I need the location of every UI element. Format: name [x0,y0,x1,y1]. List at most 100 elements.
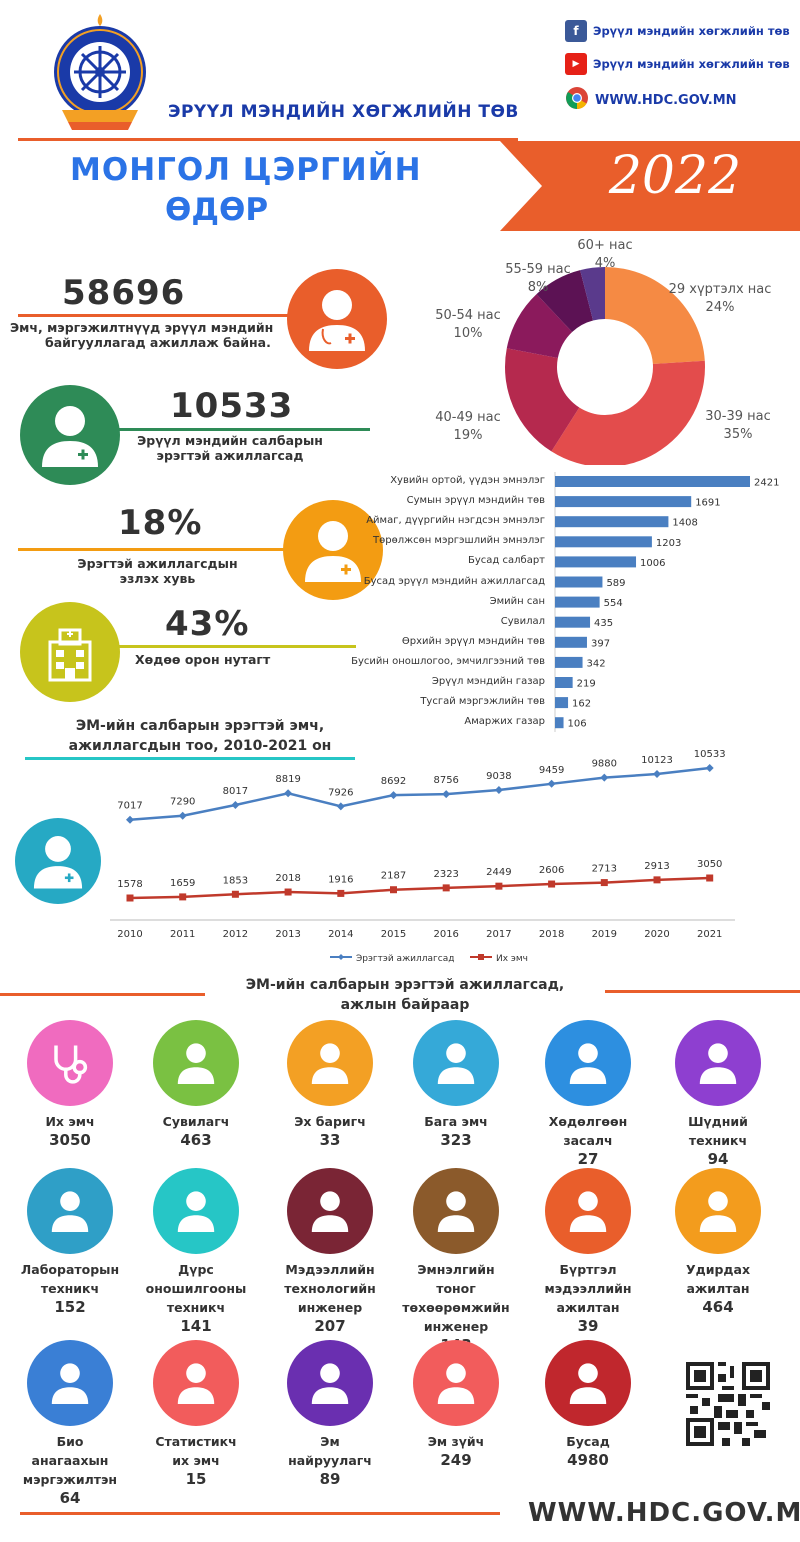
line-point [179,893,187,901]
x-tick-label: 2020 [644,929,669,940]
workplace-value: 207 [314,1317,346,1335]
bar [555,576,603,588]
line-value-label: 7926 [328,787,353,798]
line-point [442,884,450,892]
bar [555,496,692,508]
monitor-pulse-icon [413,1168,499,1254]
workplace-value: 464 [702,1298,734,1316]
donut-label: 30-39 нас [705,409,771,424]
page-title-line2: ӨДӨР [165,192,269,228]
donut-percent: 8% [528,280,549,295]
website-link[interactable]: WWW.HDC.GOV.MN [565,86,737,114]
workplace-label: Лабораторын техникч [20,1262,120,1296]
legend-marker [478,954,484,960]
footer-url[interactable]: WWW.HDC.GOV.MN [528,1498,800,1528]
bar-value-label: 554 [604,598,623,609]
workplace-label: Удирдах ажилтан [685,1262,751,1296]
bar-value-label: 589 [606,578,625,589]
line-value-label: 2606 [539,865,564,876]
workplace-label: Статистикч их эмч [155,1434,237,1468]
donut-slice [605,267,705,364]
workplace-label: Хөдөлгөөн засалч [548,1114,628,1148]
section-divider-left [0,993,205,996]
workplace-value: 249 [440,1451,472,1469]
workplace-value: 141 [180,1317,212,1335]
youtube-link[interactable]: ▶ Эрүүл мэндийн хөгжлийн төв [565,53,790,75]
line-point [126,815,134,824]
physiotherapy-icon [545,1020,631,1106]
x-tick-label: 2018 [539,929,564,940]
donut-slice [580,267,605,321]
line-value-label: 10123 [641,755,673,766]
workplace-label: Шүдний техникч [688,1114,748,1148]
doctor-icon [287,269,387,369]
bar-category-label: Амаржих газар [464,716,545,728]
bar-category-label: Бусийн оношлогоо, эмчилгээний төв [351,655,545,667]
workplace-label: Эмнэлгийн тоног төхөөрөмжийн инженер [402,1262,510,1334]
bar-category-label: Аймаг, дүүргийн нэгдсэн эмнэлэг [366,515,545,527]
bar-value-label: 162 [572,699,591,710]
bar-value-label: 1691 [695,498,720,509]
workplace-value: 89 [319,1470,341,1488]
footer-divider [20,1512,500,1515]
workplace-value: 15 [185,1470,207,1488]
bar-category-label: Сувилал [500,615,545,627]
bar-category-label: Хувийн ортой, үүдэн эмнэлэг [390,475,545,486]
workplace-value: 152 [54,1298,86,1316]
line-point [705,764,714,772]
line-value-label: 2187 [381,871,406,882]
workplace-item: Удирдах ажилтан 464 [658,1168,778,1317]
line-point [284,789,293,798]
bar-category-label: Сумын эрүүл мэндийн төв [406,495,545,507]
stat-male-text: Эрүүл мэндийн салбарын эрэгтэй ажиллагсад [137,433,323,463]
laptop-gear-icon [287,1168,373,1254]
stat-share-value: 18% [118,503,203,543]
staff-icon [15,818,101,904]
manager-icon [675,1168,761,1254]
stat-rural-value: 43% [165,604,250,644]
organization-name: ЭРҮҮЛ МЭНДИЙН ХӨГЖЛИЙН ТӨВ [168,102,519,122]
donut-percent: 10% [454,326,483,341]
legend-label: Их эмч [496,954,528,964]
youtube-icon: ▶ [565,53,587,75]
workplace-item: Эм зүйч 249 [396,1340,516,1470]
workplace-value: 64 [59,1489,81,1507]
qr-code-icon[interactable] [686,1362,770,1446]
workplace-value: 323 [440,1131,472,1149]
pharmacist-icon [287,1340,373,1426]
workplace-section-title: ЭМ-ийн салбарын эрэгтэй ажиллагсад, ажлын… [245,977,565,1013]
bar [555,556,637,568]
workplace-value: 94 [707,1150,729,1168]
hospital-icon [20,602,120,702]
x-tick-label: 2011 [170,929,195,940]
line-value-label: 9459 [539,765,564,776]
line-value-label: 8692 [381,776,406,787]
workplace-label: Дүрс оношилгооны техникч [145,1262,247,1315]
workplace-item: Статистикч их эмч 15 [136,1340,256,1489]
workplace-item: Хөдөлгөөн засалч 27 [528,1020,648,1169]
line-chart-title-underline [25,757,355,760]
bar-value-label: 1006 [640,558,665,569]
line-point [178,811,187,820]
donut-label: 55-59 нас [505,262,571,277]
workplace-item: Лабораторын техникч 152 [10,1168,130,1317]
donut-slice [505,348,580,452]
line-value-label: 8756 [433,775,458,786]
year-text: 2022 [608,146,742,206]
magnifier-cross-icon [153,1340,239,1426]
workplace-item: Био анагаахын мэргэжилтэн 64 [10,1340,130,1508]
workplace-value: 39 [577,1317,599,1335]
line-chart-title: ЭМ-ийн салбарын эрэгтэй эмч, ажиллагсдын … [68,718,332,754]
workplace-label: Бусад [566,1434,610,1449]
legend-marker [338,954,344,960]
bar-value-label: 435 [594,618,613,629]
line-value-label: 1916 [328,874,353,885]
workplace-item: Мэдээллийн технологийн инженер 207 [270,1168,390,1336]
workplace-item: Эмнэлгийн тоног төхөөрөмжийн инженер143 [396,1168,516,1355]
workplace-label: Эм найруулагч [288,1434,372,1468]
facebook-link[interactable]: f Эрүүл мэндийн хөгжлийн төв [565,20,790,42]
stat-total-value: 58696 [62,273,186,313]
facebook-icon: f [565,20,587,42]
workplace-label: Мэдээллийн технологийн инженер [284,1262,376,1315]
bar-value-label: 342 [587,658,606,669]
